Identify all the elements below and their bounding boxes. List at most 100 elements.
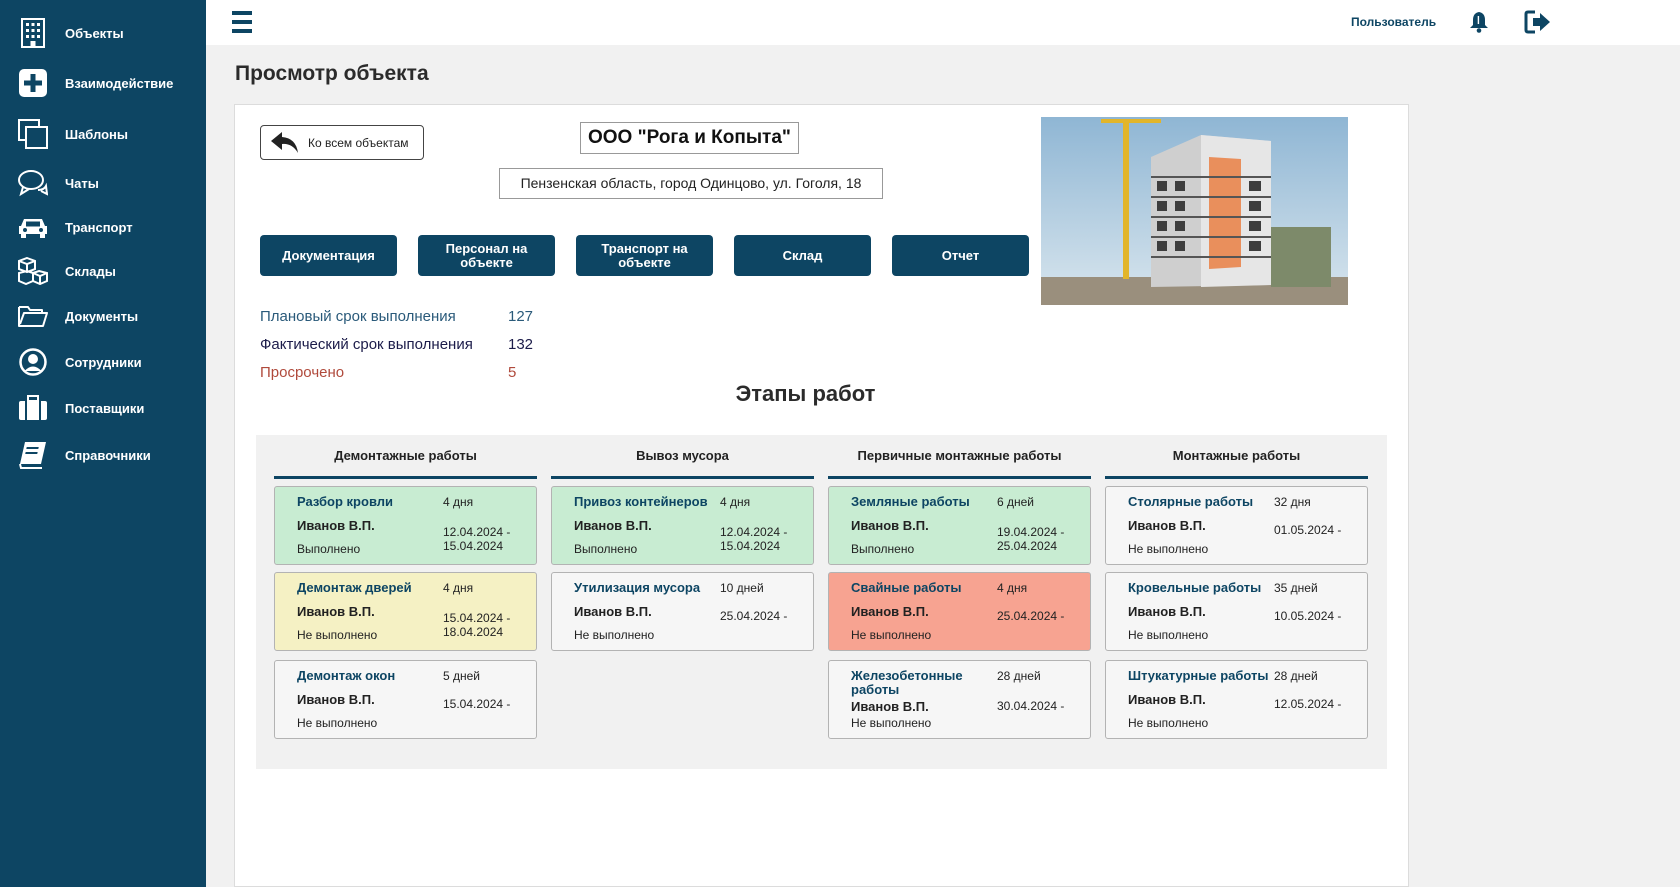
report-button[interactable]: Отчет (892, 235, 1029, 276)
sidebar-item-interaction[interactable]: Взаимодействие (18, 65, 173, 101)
planned-term-label: Плановый срок выполнения (260, 308, 456, 325)
task-assignee: Иванов В.П. (851, 604, 929, 619)
user-menu-link[interactable]: Пользователь (1351, 15, 1437, 29)
sidebar-item-label: Поставщики (65, 400, 145, 416)
task-assignee: Иванов В.П. (574, 518, 652, 533)
actual-term-value: 132 (508, 336, 534, 353)
task-card[interactable]: Демонтаж окон 5 дней Иванов В.П. 15.04.2024… (274, 660, 537, 739)
stage-column: Первичные монтажные работы Земляные работ… (828, 435, 1091, 739)
task-duration: 32 дня (1274, 495, 1311, 509)
task-dates: 25.04.2024 - (997, 609, 1065, 623)
object-photo (1041, 117, 1348, 305)
stage-column: Демонтажные работы Разбор кровли 4 дня Иван… (274, 435, 537, 739)
task-name: Штукатурные работы (1128, 668, 1269, 683)
sidebar-item-templates[interactable]: Шаблоны (18, 116, 128, 152)
actual-term-label: Фактический срок выполнения (260, 336, 473, 353)
hamburger-menu-icon[interactable] (232, 10, 254, 34)
stage-column-title: Монтажные работы (1105, 435, 1368, 479)
personnel-button[interactable]: Персонал на объекте (418, 235, 555, 276)
task-card[interactable]: Штукатурные работы 28 дней Иванов В.П. 12.0… (1105, 660, 1368, 739)
stages-board: Демонтажные работы Разбор кровли 4 дня Иван… (256, 435, 1387, 769)
sidebar-item-label: Чаты (65, 175, 99, 191)
task-status: Не выполнено (1128, 716, 1209, 730)
sidebar-item-transport[interactable]: Транспорт (18, 209, 133, 245)
page-title: Просмотр объекта (235, 62, 429, 85)
task-duration: 4 дня (720, 495, 751, 509)
task-card[interactable]: Железобетонные работы 28 дней Иванов В.П. 3… (828, 660, 1091, 739)
task-duration: 4 дня (443, 495, 474, 509)
logout-icon[interactable] (1524, 10, 1552, 34)
task-card[interactable]: Земляные работы 6 дней Иванов В.П. 19.04.20… (828, 486, 1091, 565)
stage-column-title: Демонтажные работы (274, 435, 537, 479)
undo-arrow-icon (270, 131, 300, 155)
task-assignee: Иванов В.П. (297, 692, 375, 707)
task-name: Железобетонные работы (851, 668, 963, 697)
sidebar-item-employees[interactable]: Сотрудники (18, 344, 142, 380)
sidebar-item-chats[interactable]: Чаты (18, 165, 99, 201)
object-address: Пензенская область, город Одинцово, ул. … (499, 168, 883, 199)
task-duration: 4 дня (443, 581, 474, 595)
back-button-label: Ко всем объектам (308, 135, 409, 150)
task-name: Привоз контейнеров (574, 494, 708, 509)
stage-column-title: Вывоз мусора (551, 435, 814, 479)
task-duration: 4 дня (997, 581, 1028, 595)
task-dates: 12.04.2024 - 15.04.2024 (443, 525, 511, 553)
sidebar-item-references[interactable]: Справочники (18, 437, 151, 473)
task-card[interactable]: Утилизация мусора 10 дней Иванов В.П. 25.04… (551, 572, 814, 651)
transport-button[interactable]: Транспорт на объекте (576, 235, 713, 276)
chat-icon (18, 168, 48, 198)
building-icon (18, 18, 48, 48)
back-to-objects-button[interactable]: Ко всем объектам (260, 125, 424, 160)
task-assignee: Иванов В.П. (851, 699, 929, 714)
sidebar-item-label: Документы (65, 308, 139, 324)
bell-icon[interactable] (1468, 11, 1490, 33)
sidebar: Объекты Взаимодействие Шаблоны Чаты Тран… (0, 0, 206, 887)
task-assignee: Иванов В.П. (1128, 604, 1206, 619)
stage-column: Вывоз мусора Привоз контейнеров 4 дня Ивано… (551, 435, 814, 651)
stages-title: Этапы работ (735, 381, 876, 406)
object-name: ООО "Рога и Копыта" (580, 122, 799, 154)
task-card[interactable]: Свайные работы 4 дня Иванов В.П. 25.04.2024… (828, 572, 1091, 651)
sidebar-item-label: Справочники (65, 447, 151, 463)
task-card[interactable]: Привоз контейнеров 4 дня Иванов В.П. 12.04.… (551, 486, 814, 565)
task-duration: 28 дней (997, 669, 1041, 683)
sidebar-item-warehouses[interactable]: Склады (18, 253, 116, 289)
sidebar-item-documents[interactable]: Документы (18, 298, 138, 334)
boxes-icon (18, 256, 48, 286)
task-name: Демонтаж окон (297, 668, 396, 683)
planned-term-value: 127 (508, 308, 534, 325)
task-status: Не выполнено (297, 628, 378, 642)
task-status: Не выполнено (851, 628, 932, 642)
book-icon (18, 440, 48, 470)
task-duration: 5 дней (443, 669, 481, 683)
overdue-value: 5 (508, 364, 517, 381)
task-card[interactable]: Демонтаж дверей 4 дня Иванов В.П. 15.04.202… (274, 572, 537, 651)
task-name: Земляные работы (851, 494, 970, 509)
task-status: Выполнено (574, 542, 638, 556)
sidebar-item-objects[interactable]: Объекты (18, 15, 124, 51)
task-dates: 30.04.2024 - (997, 699, 1065, 713)
warehouse-button[interactable]: Склад (734, 235, 871, 276)
task-card[interactable]: Кровельные работы 35 дней Иванов В.П. 10.05… (1105, 572, 1368, 651)
overdue-label: Просрочено (260, 364, 345, 381)
task-status: Не выполнено (1128, 542, 1209, 556)
task-duration: 35 дней (1274, 581, 1318, 595)
task-dates: 12.05.2024 - (1274, 697, 1342, 711)
task-card[interactable]: Разбор кровли 4 дня Иванов В.П. 12.04.2024 … (274, 486, 537, 565)
task-name: Столярные работы (1128, 494, 1254, 509)
briefcase-icon (18, 393, 48, 423)
sidebar-item-suppliers[interactable]: Поставщики (18, 390, 144, 426)
car-icon (18, 212, 48, 242)
task-name: Кровельные работы (1128, 580, 1262, 595)
task-duration: 28 дней (1274, 669, 1318, 683)
sidebar-item-label: Шаблоны (65, 126, 128, 142)
task-status: Не выполнено (851, 716, 932, 730)
task-dates: 10.05.2024 - (1274, 609, 1342, 623)
task-name: Демонтаж дверей (297, 580, 412, 595)
task-duration: 10 дней (720, 581, 764, 595)
task-assignee: Иванов В.П. (297, 518, 375, 533)
task-card[interactable]: Столярные работы 32 дня Иванов В.П. 01.05.2… (1105, 486, 1368, 565)
documentation-button[interactable]: Документация (260, 235, 397, 276)
task-duration: 6 дней (997, 495, 1035, 509)
copy-icon (18, 119, 48, 149)
